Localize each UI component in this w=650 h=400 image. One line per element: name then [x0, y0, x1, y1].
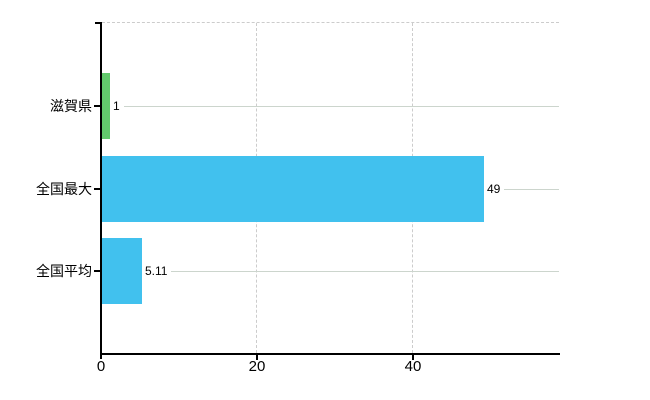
value-label-shiga: 1	[113, 99, 120, 113]
x-tick-label-20: 20	[248, 358, 266, 375]
y-axis-category-tick	[94, 105, 100, 107]
plot-top-dashed-border	[102, 22, 559, 23]
bar-national-avg	[102, 238, 142, 304]
category-label-national-avg: 全国平均	[36, 263, 92, 279]
leader-line-national-max	[504, 189, 559, 190]
leader-line-national-avg	[171, 271, 559, 272]
bar-shiga	[102, 73, 110, 139]
y-axis-category-tick	[94, 270, 100, 272]
x-axis-tick-40	[412, 355, 414, 360]
category-label-national-max: 全国最大	[36, 181, 92, 197]
y-axis-category-tick	[94, 188, 100, 190]
bar-national-max	[102, 156, 484, 222]
x-axis-tick-20	[256, 355, 258, 360]
x-tick-label-0: 0	[96, 358, 106, 375]
leader-line-shiga	[124, 106, 559, 107]
x-tick-label-40: 40	[404, 358, 422, 375]
value-label-national-avg: 5.11	[145, 264, 168, 278]
y-axis-line	[100, 22, 102, 359]
category-label-shiga: 滋賀県	[50, 98, 92, 114]
x-axis-line	[100, 353, 560, 355]
value-label-national-max: 49	[487, 182, 501, 196]
y-axis-top-tick	[95, 22, 101, 24]
